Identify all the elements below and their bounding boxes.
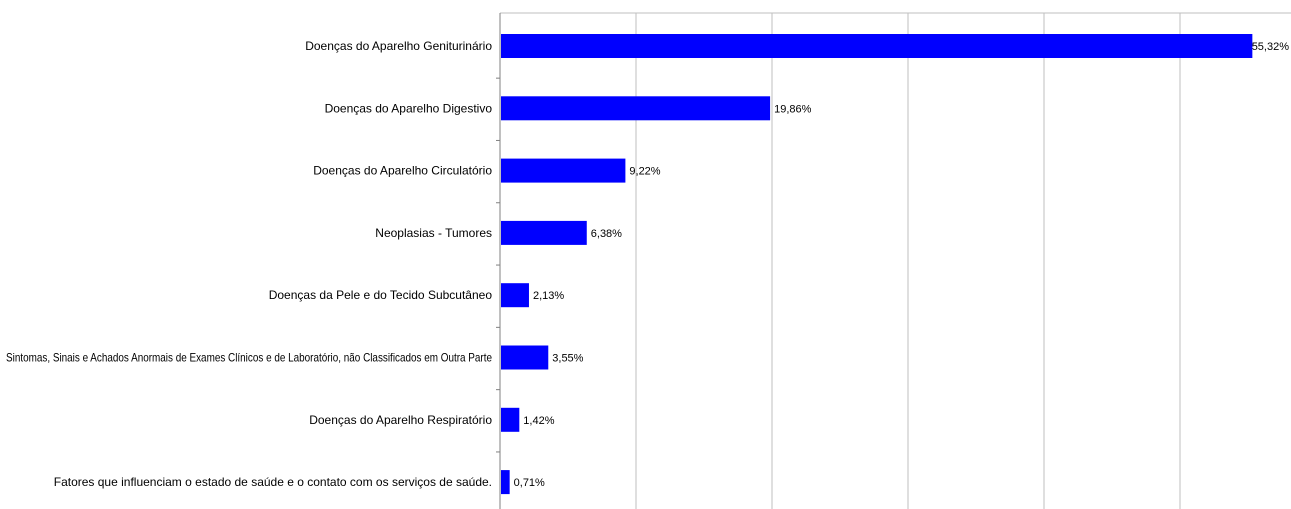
bar (501, 345, 549, 370)
bar (501, 158, 626, 183)
bar (501, 470, 510, 495)
category-label: Sintomas, Sinais e Achados Anormais de E… (6, 351, 492, 365)
category-label: Fatores que influenciam o estado de saúd… (54, 475, 492, 489)
gridlines (500, 12, 1291, 509)
category-label: Doenças do Aparelho Digestivo (325, 101, 493, 115)
data-label: 6,38% (591, 228, 622, 240)
data-label: 19,86% (774, 103, 812, 115)
data-label: 1,42% (523, 415, 554, 427)
data-label: 9,22% (629, 166, 660, 178)
bar (501, 96, 771, 121)
data-label: 2,13% (533, 290, 564, 302)
axis (496, 13, 501, 509)
category-labels: Doenças do Aparelho Geniturinário Doenças… (6, 39, 492, 489)
data-labels: 55,32% 19,86% 9,22% 6,38% 2,13% 3,55% 1,42% 0,7… (514, 41, 1290, 489)
category-label: Doenças do Aparelho Circulatório (313, 164, 492, 178)
bar (501, 34, 1253, 58)
category-label: Doenças do Aparelho Respiratório (309, 413, 492, 427)
bars (501, 34, 1253, 495)
category-label: Doenças do Aparelho Geniturinário (305, 39, 492, 53)
bar (501, 407, 520, 432)
data-label: 0,71% (514, 477, 545, 489)
bar (501, 220, 587, 245)
bar (501, 283, 529, 308)
category-label: Doenças da Pele e do Tecido Subcutâneo (269, 288, 493, 302)
category-label: Neoplasias - Tumores (375, 226, 492, 240)
data-label: 55,32% (1252, 41, 1290, 53)
data-label: 3,55% (552, 353, 583, 365)
